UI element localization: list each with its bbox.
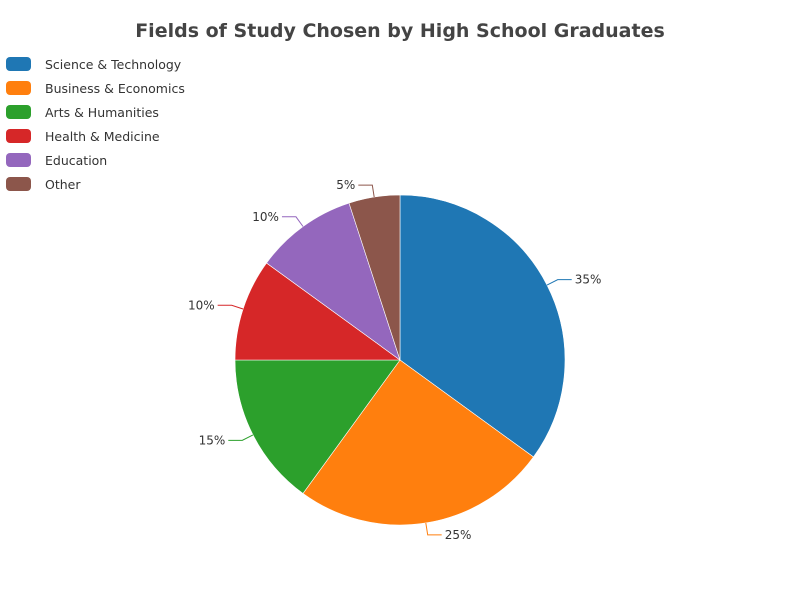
slice-label: 10%: [252, 210, 279, 224]
pie-slice[interactable]: [234, 359, 401, 494]
leader-line: [546, 279, 572, 286]
slice-label: 10%: [188, 298, 215, 312]
slice-label: 35%: [575, 273, 602, 287]
slice-label: 25%: [445, 528, 472, 542]
legend-label: Education: [45, 152, 108, 168]
legend-item[interactable]: Health & Medicine: [6, 124, 185, 148]
legend-label: Health & Medicine: [45, 128, 160, 144]
legend-swatch: [6, 105, 31, 119]
leader-line: [425, 522, 442, 536]
pie-slice[interactable]: [348, 194, 401, 361]
legend-item[interactable]: Arts & Humanities: [6, 100, 185, 124]
slice-label: 15%: [199, 433, 226, 447]
legend-item[interactable]: Science & Technology: [6, 52, 185, 76]
pie-slice[interactable]: [302, 359, 534, 526]
legend-label: Other: [45, 176, 81, 192]
legend-swatch: [6, 177, 31, 191]
leader-line: [358, 184, 375, 198]
legend-swatch: [6, 57, 31, 71]
slice-label: 5%: [336, 178, 355, 192]
legend-swatch: [6, 129, 31, 143]
leader-line: [228, 434, 254, 441]
legend-item[interactable]: Education: [6, 148, 185, 172]
legend-swatch: [6, 153, 31, 167]
chart-title: Fields of Study Chosen by High School Gr…: [135, 20, 665, 42]
legend-swatch: [6, 81, 31, 95]
legend: Science & Technology Business & Economic…: [6, 52, 185, 196]
leader-line: [217, 304, 244, 310]
legend-item[interactable]: Other: [6, 172, 185, 196]
legend-label: Arts & Humanities: [45, 104, 159, 120]
leader-line: [281, 216, 304, 227]
legend-item[interactable]: Business & Economics: [6, 76, 185, 100]
legend-label: Science & Technology: [45, 56, 182, 72]
legend-label: Business & Economics: [45, 80, 185, 96]
